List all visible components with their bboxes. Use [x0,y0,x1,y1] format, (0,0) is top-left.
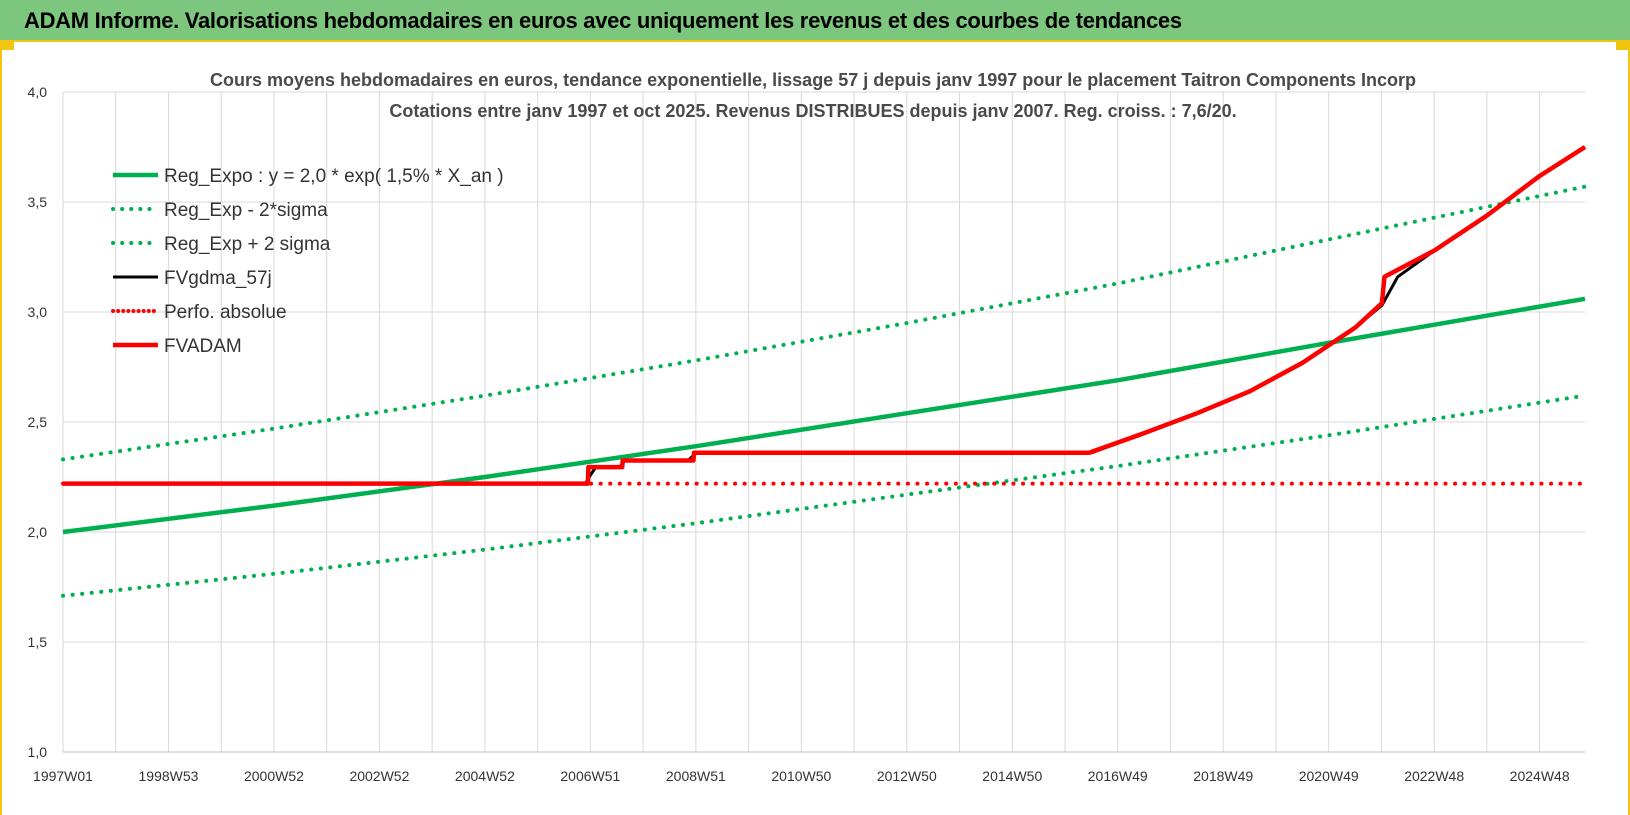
header-banner: ADAM Informe. Valorisations hebdomadaire… [0,0,1630,42]
x-tick-label: 1997W01 [33,768,93,784]
y-tick-label: 1,0 [28,744,48,760]
chart-frame [0,42,1630,815]
legend-label: Perfo. absolue [164,302,287,323]
report-title: ADAM Informe. Valorisations hebdomadaire… [24,8,1182,33]
x-tick-label: 2010W50 [771,768,831,784]
accent-corner-right [1616,42,1630,50]
x-tick-label: 2012W50 [877,768,937,784]
y-tick-label: 2,0 [28,524,48,540]
y-tick-label: 4,0 [28,84,48,100]
legend-label: Reg_Exp - 2*sigma [164,200,328,221]
y-tick-label: 2,5 [28,414,48,430]
series-line-0 [62,296,1586,535]
x-tick-label: 2002W52 [349,768,409,784]
x-tick-label: 2016W49 [1088,768,1148,784]
accent-corner-left [0,42,14,50]
series-line-2 [61,184,1587,462]
grid [62,91,1585,753]
x-tick-label: 2018W49 [1193,768,1253,784]
legend-label: FVgdma_57j [164,268,272,289]
x-tick-label: 2022W48 [1404,768,1464,784]
series-line-3 [63,145,1586,486]
legend-label: Reg_Expo : y = 2,0 * exp( 1,5% * X_an ) [164,166,504,187]
x-tick-label: 2004W52 [455,768,515,784]
x-tick-label: 2020W49 [1299,768,1359,784]
x-tick-label: 1998W53 [139,768,199,784]
legend: Reg_Expo : y = 2,0 * exp( 1,5% * X_an ) R… [111,166,504,357]
y-tick-label: 3,5 [28,194,48,210]
x-tick-label: 2024W48 [1510,768,1570,784]
y-tick-label: 1,5 [28,634,48,650]
legend-label: Reg_Exp + 2 sigma [164,234,331,255]
legend-label: FVADAM [164,336,242,357]
series [61,145,1587,598]
x-tick-label: 2000W52 [244,768,304,784]
series-line-5 [63,145,1587,486]
x-tick-label: 2008W51 [666,768,726,784]
x-tick-label: 2014W50 [982,768,1042,784]
chart-subtitle: Cotations entre janv 1997 et oct 2025. R… [389,101,1236,121]
chart-title: Cours moyens hebdomadaires en euros, ten… [210,70,1416,90]
axes: 1,0 1,5 2,0 2,5 3,0 3,5 4,0 1997W01 1998W53 2000W… [28,84,1585,784]
y-tick-label: 3,0 [28,304,48,320]
x-tick-label: 2006W51 [560,768,620,784]
